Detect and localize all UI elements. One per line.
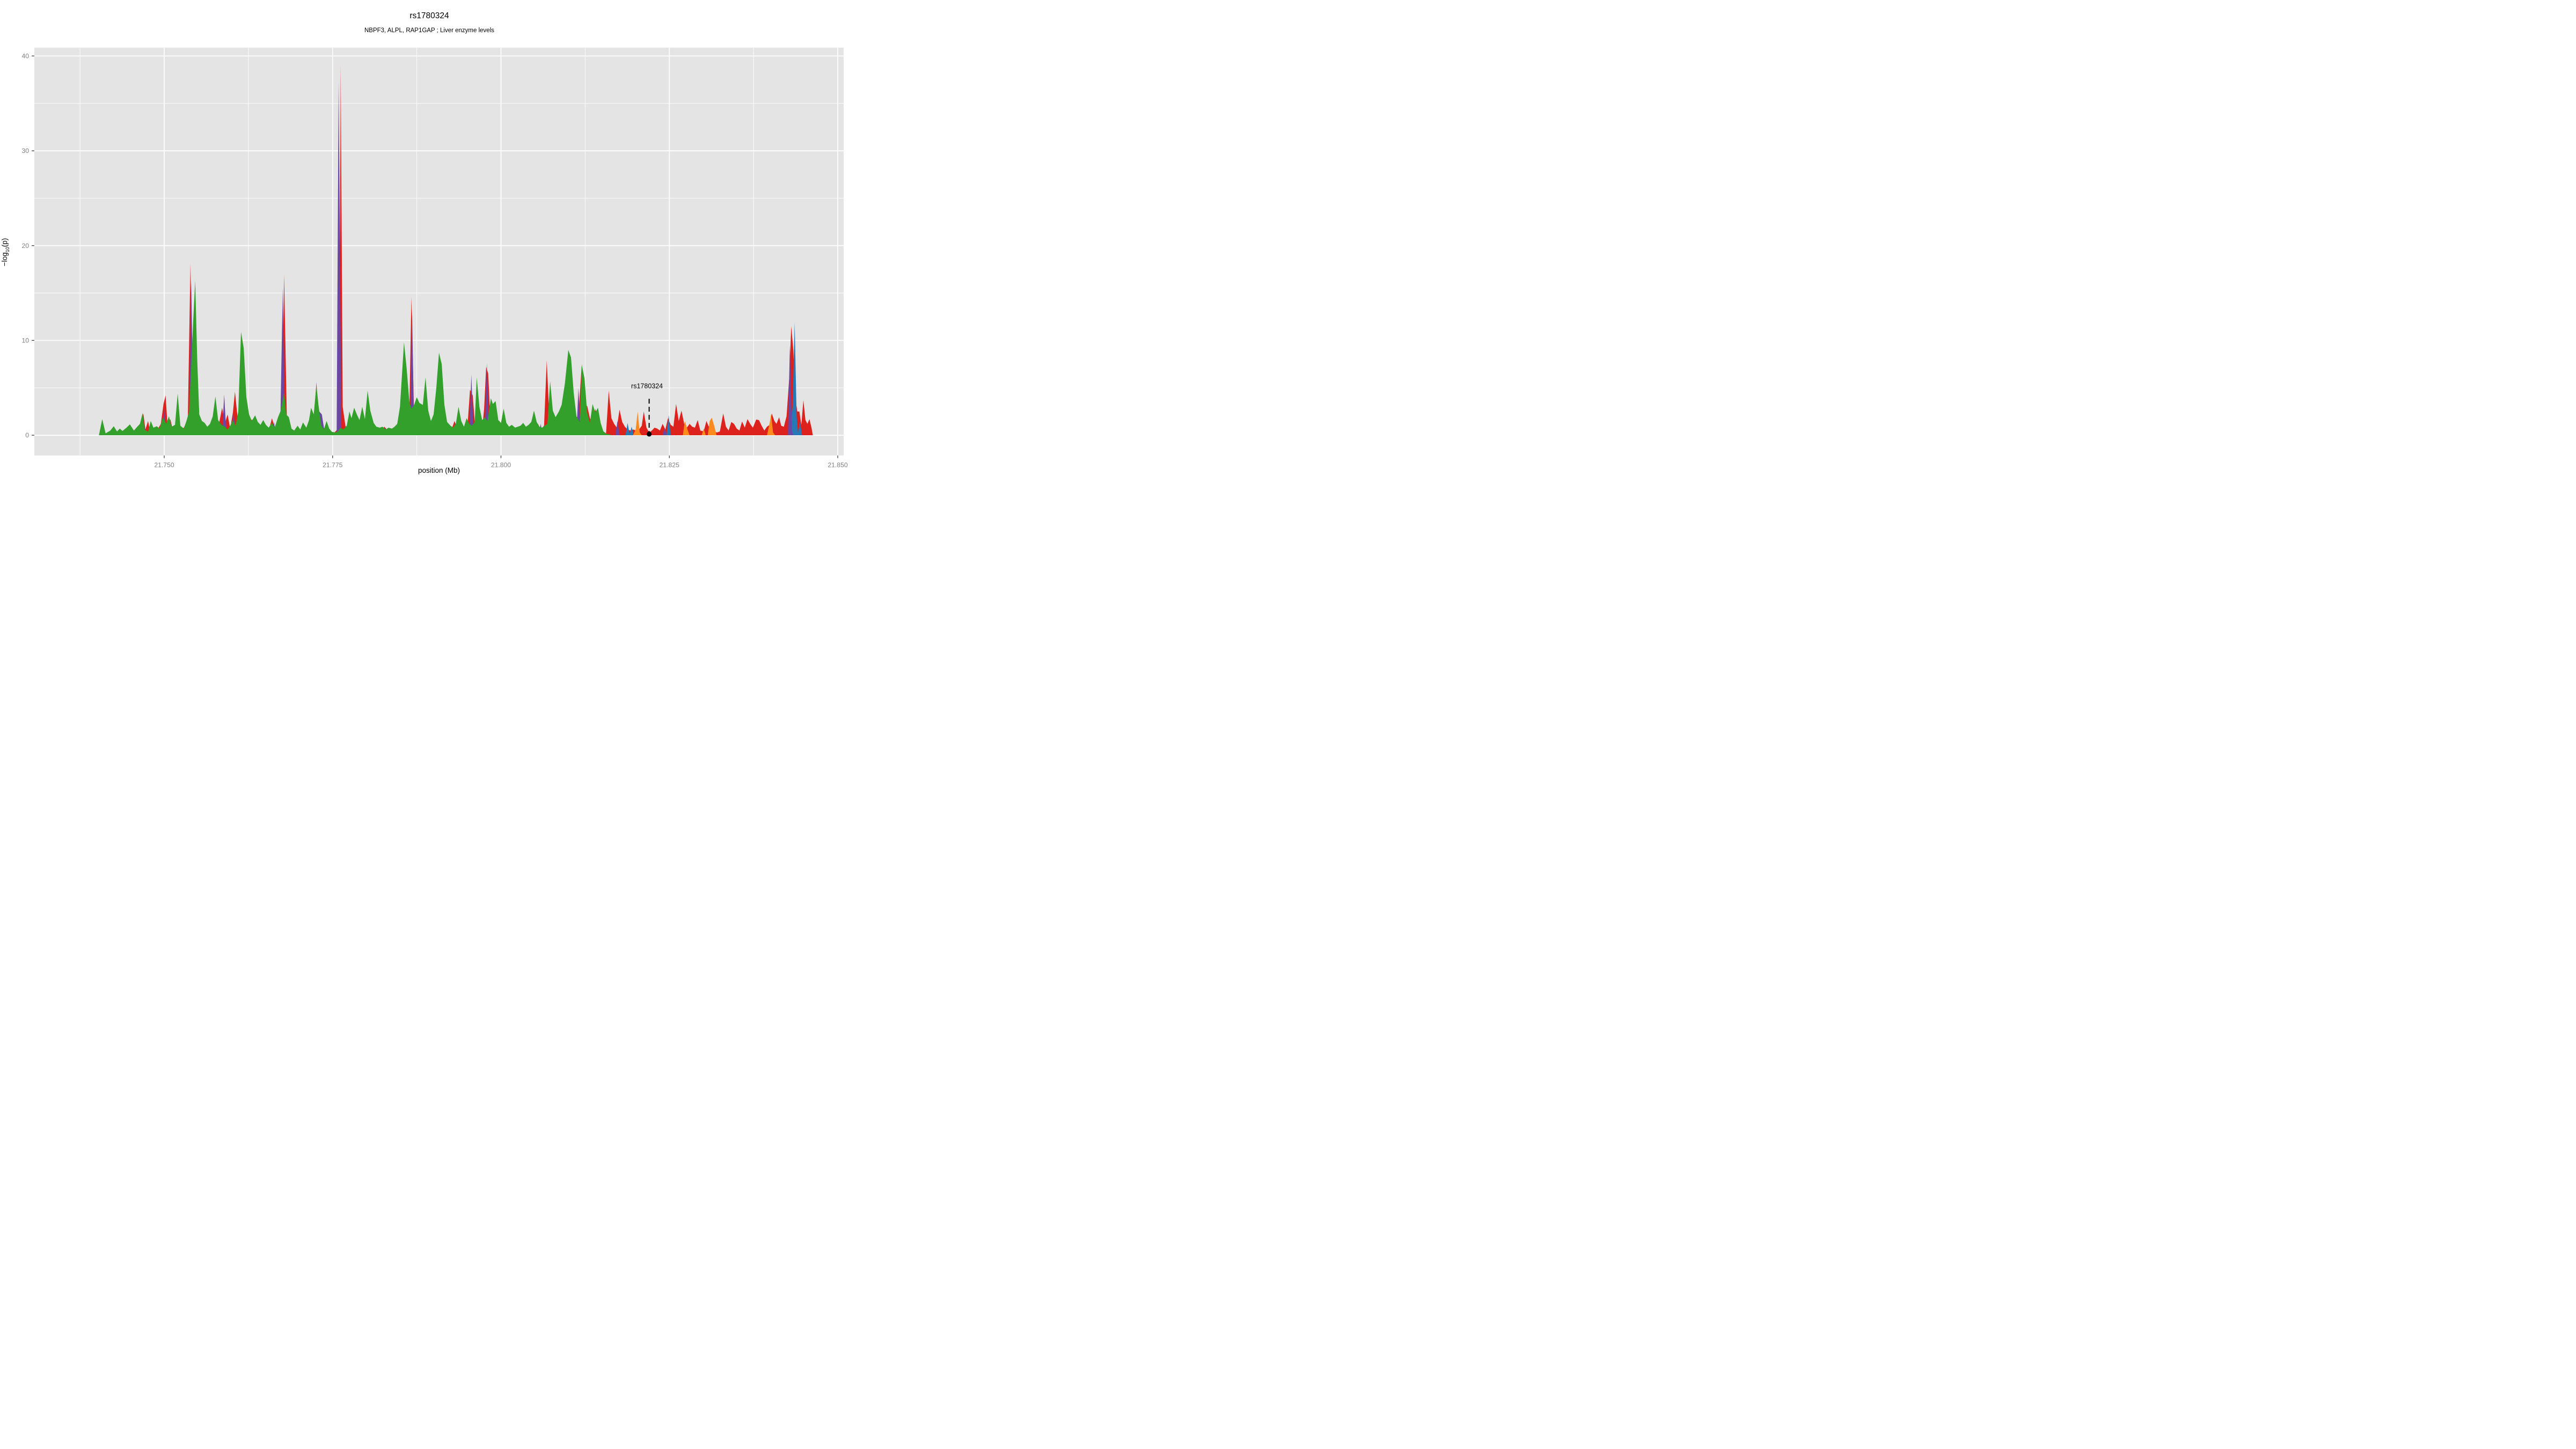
association-plot: 21.750 21.775 21.800 21.825 21.850 0 10 20 30 40 r…: [21, 47, 848, 469]
x-tick-label: 21.825: [660, 462, 679, 469]
series-green-area: [99, 281, 612, 435]
y-axis-label-subscript: 10: [4, 247, 10, 253]
x-tick-label: 21.775: [323, 462, 342, 469]
annotation-rs1780324: rs1780324: [631, 383, 663, 437]
plot-title: rs1780324: [409, 11, 449, 20]
axis-ticks: 21.750 21.775 21.800 21.825 21.850 0 10 20 30 40: [21, 53, 847, 469]
y-axis-label-suffix: (p): [1, 238, 9, 247]
plot-subtitle: NBPF3, ALPL, RAP1GAP ; Liver enzyme leve…: [364, 27, 495, 34]
y-tick-label: 30: [21, 147, 29, 155]
figure: 21.750 21.775 21.800 21.825 21.850 0 10 20 30 40 r…: [0, 0, 859, 483]
annotation-dot: [647, 431, 652, 437]
y-tick-label: 0: [25, 431, 29, 439]
x-tick-label: 21.850: [828, 462, 847, 469]
y-axis-label: −log10(p): [1, 215, 10, 290]
x-tick-label: 21.800: [491, 462, 511, 469]
series-orange-area: [633, 411, 775, 435]
x-tick-label: 21.750: [154, 462, 174, 469]
y-tick-label: 20: [21, 242, 29, 250]
x-axis-label: position (Mb): [418, 466, 460, 474]
y-axis-label-prefix: −log: [1, 252, 9, 267]
y-tick-label: 40: [21, 53, 29, 60]
y-tick-label: 10: [21, 337, 29, 345]
annotation-label: rs1780324: [631, 383, 663, 390]
